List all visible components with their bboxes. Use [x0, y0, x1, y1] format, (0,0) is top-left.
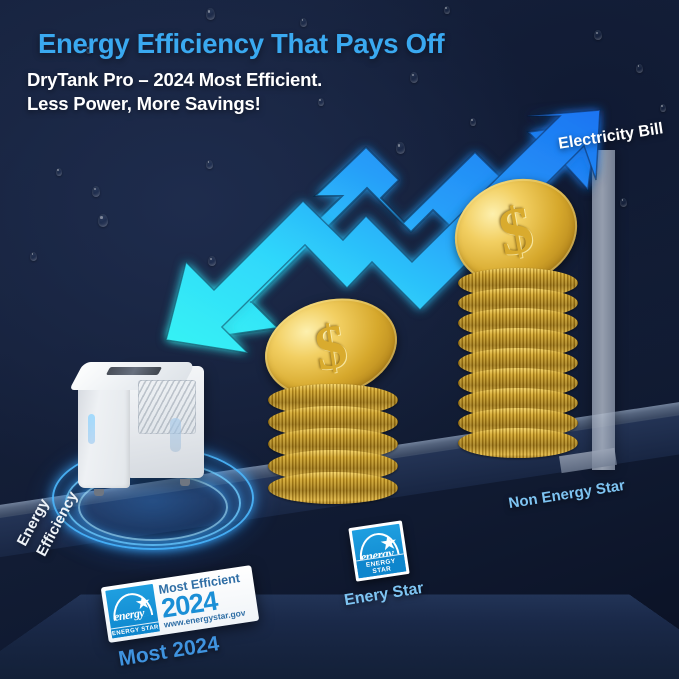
water-droplet — [206, 160, 213, 169]
unit-air-grille — [138, 380, 196, 434]
electricity-bill-axis-bar — [592, 150, 615, 470]
water-droplet — [620, 198, 627, 207]
floor-surface — [0, 594, 679, 679]
unit-front-panel — [78, 380, 130, 488]
water-droplet — [420, 210, 427, 219]
unit-caster — [180, 479, 190, 486]
water-droplet — [30, 252, 37, 261]
page-title: Energy Efficiency That Pays Off — [38, 28, 445, 59]
water-droplet — [410, 72, 418, 83]
energy-star-logo: ★ energy ENERGY STAR — [105, 583, 160, 639]
subheadline: DryTank Pro – 2024 Most Efficient. Less … — [27, 69, 323, 114]
axis-label-electricity-bill: Electricity Bill — [557, 120, 665, 153]
coin-stack-non-energy-star: $ — [446, 166, 586, 480]
water-droplet — [98, 214, 108, 227]
water-droplet — [396, 142, 405, 154]
water-droplet — [208, 256, 216, 266]
energy-star-badge-small: ★ energy ENERGY STAR — [348, 520, 410, 582]
water-droplet — [660, 104, 666, 112]
water-droplet — [206, 8, 215, 20]
water-droplet — [92, 186, 100, 197]
unit-caster — [94, 489, 104, 496]
water-droplet — [56, 168, 62, 176]
unit-handle — [170, 418, 181, 452]
coin-layer — [458, 428, 578, 458]
water-droplet — [444, 6, 450, 14]
coin-layer — [268, 472, 398, 504]
water-droplet — [376, 238, 382, 246]
water-droplet — [342, 180, 348, 188]
coin-dollar-symbol: $ — [310, 310, 352, 385]
water-droplet — [470, 118, 476, 126]
water-droplet — [300, 18, 307, 27]
unit-control-panel[interactable] — [105, 367, 163, 375]
unit-indicator-light — [88, 414, 95, 444]
water-droplet — [594, 30, 602, 40]
energy-star-script: energy — [112, 605, 146, 624]
coin-stack-energy-star: $ — [257, 286, 408, 520]
coin-dollar-symbol: $ — [493, 191, 539, 272]
dehumidifier-product — [69, 362, 210, 496]
energy-star-logo: ★ energy ENERGY STAR — [351, 523, 407, 579]
water-droplet — [636, 64, 643, 73]
